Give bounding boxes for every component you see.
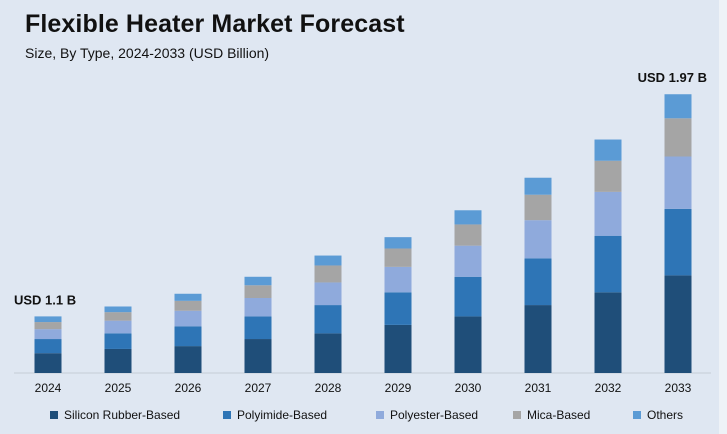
bar-segment [594,235,622,293]
bar-segment [384,292,412,325]
bar-segment [174,326,202,347]
chart-title: Flexible Heater Market Forecast [25,10,405,38]
legend-label: Polyester-Based [390,408,479,422]
x-tick-label: 2027 [245,381,272,395]
bar-segment [34,339,62,354]
bar-segment [314,255,342,266]
legend-label: Others [647,408,684,422]
bar-segment [594,139,622,161]
legend-swatch [633,411,641,419]
x-tick-label: 2033 [665,381,692,395]
bar-segment [34,353,62,373]
bar-segment [454,245,482,277]
bar-segment [664,208,692,276]
bar-segment [244,276,272,286]
bar-segment [244,339,272,373]
bar-segment [594,160,622,192]
legend-item: Mica-Based [513,408,590,422]
bar-segment [174,346,202,373]
bar-segment [314,305,342,334]
bar-segment [524,177,552,195]
bar-segment [524,220,552,259]
total-annotation: USD 1.1 B [14,292,76,307]
bar-segment [664,118,692,157]
bar-segment [664,156,692,209]
legend-item: Silicon Rubber-Based [50,408,180,422]
legend-swatch [513,411,521,419]
legend-label: Silicon Rubber-Based [64,408,181,422]
bar-segment [314,282,342,306]
bar-segment [34,329,62,340]
legend-item: Polyimide-Based [223,408,327,422]
bar-segment [244,298,272,317]
x-tick-label: 2030 [455,381,482,395]
bar-segment [314,333,342,373]
chart-subtitle: Size, By Type, 2024-2033 (USD Billion) [25,45,270,61]
bar-segment [104,306,132,313]
bar-segment [524,194,552,221]
bar-segment [104,333,132,349]
bar-segment [664,275,692,373]
bar-segment [174,300,202,311]
bar-segment [104,348,132,373]
bar-segment [384,248,412,267]
bar-segment [454,210,482,225]
legend-swatch [376,411,384,419]
bar-segment [104,320,132,334]
legend-item: Others [633,408,683,422]
legend-label: Mica-Based [527,408,591,422]
bar-segment [524,305,552,373]
legend-item: Polyester-Based [376,408,478,422]
bar-segment [594,191,622,236]
bar-segment [454,316,482,373]
bar-segment [104,312,132,321]
bar-segment [244,285,272,299]
bar-segment [384,266,412,293]
bar-segment [244,316,272,340]
bar-segment [524,258,552,306]
x-tick-label: 2028 [315,381,342,395]
bar-segment [174,310,202,327]
total-annotation: USD 1.97 B [638,70,707,85]
page-edge [719,0,727,434]
x-tick-label: 2024 [35,381,62,395]
bar-segment [384,237,412,249]
x-tick-label: 2032 [595,381,622,395]
bar-segment [594,292,622,373]
x-tick-label: 2031 [525,381,552,395]
legend-swatch [50,411,58,419]
x-tick-label: 2029 [385,381,412,395]
bar-segment [384,324,412,373]
bar-segment [174,293,202,301]
bar-segment [664,94,692,119]
bar-segment [34,322,62,330]
bar-segment [34,316,62,323]
bar-segment [314,265,342,283]
chart-legend: Silicon Rubber-Based Polyimide-Based Polye… [30,408,710,424]
legend-label: Polyimide-Based [237,408,328,422]
bar-segment [454,224,482,246]
legend-swatch [223,411,231,419]
x-tick-label: 2026 [175,381,202,395]
x-tick-label: 2025 [105,381,132,395]
bar-segment [454,276,482,317]
